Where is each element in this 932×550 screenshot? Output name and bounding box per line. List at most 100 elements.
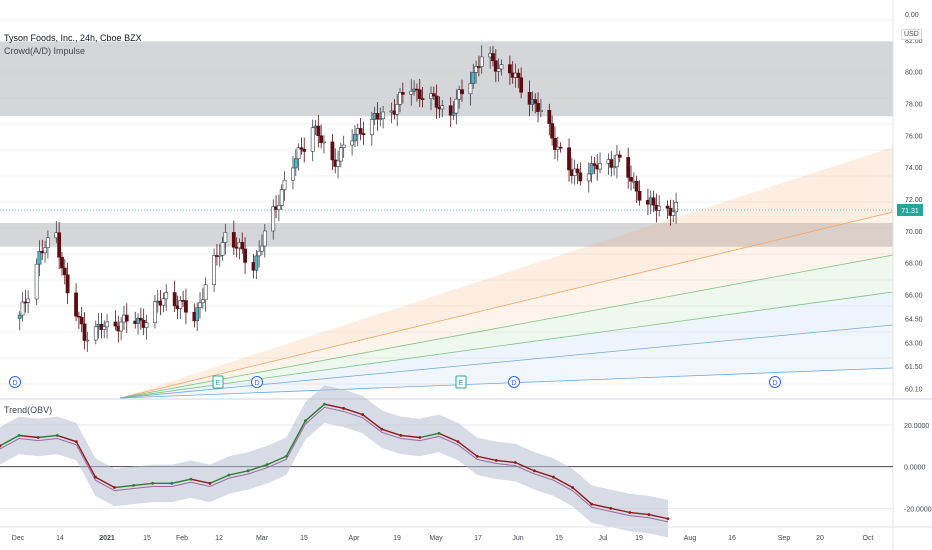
candle-down[interactable]	[243, 248, 247, 263]
candle-down[interactable]	[138, 318, 143, 321]
candle-up[interactable]	[45, 237, 50, 249]
candle-down[interactable]	[299, 147, 304, 150]
candle-up[interactable]	[161, 298, 166, 306]
candle-up[interactable]	[381, 111, 386, 119]
candle-down[interactable]	[65, 274, 70, 294]
candle-down[interactable]	[527, 91, 532, 105]
candle-up[interactable]	[612, 166, 617, 169]
candle-up[interactable]	[479, 56, 484, 67]
candle-down[interactable]	[634, 180, 639, 192]
candle-up[interactable]	[615, 154, 619, 168]
candle-down[interactable]	[434, 95, 439, 108]
candle-down[interactable]	[592, 163, 597, 166]
candle-up[interactable]	[353, 133, 357, 142]
candle-down[interactable]	[358, 128, 363, 134]
candle-up[interactable]	[136, 318, 140, 324]
candle-down[interactable]	[665, 205, 670, 209]
earnings-marker[interactable]	[212, 375, 224, 389]
candle-up[interactable]	[212, 255, 216, 286]
candle-up[interactable]	[451, 112, 456, 116]
candle-up[interactable]	[105, 321, 109, 328]
dividend-marker[interactable]	[508, 376, 520, 388]
candle-down[interactable]	[400, 92, 405, 95]
candle-down[interactable]	[609, 159, 614, 168]
candle-up[interactable]	[276, 205, 281, 210]
candle-down[interactable]	[629, 177, 633, 182]
candle-down[interactable]	[536, 103, 540, 112]
candle-up[interactable]	[336, 160, 340, 167]
candle-down[interactable]	[516, 72, 521, 79]
symbol-title[interactable]: Tyson Foods, Inc., 24h, Cboe BZX	[4, 33, 142, 43]
candle-up[interactable]	[217, 254, 222, 257]
candle-up[interactable]	[144, 322, 149, 328]
candle-up[interactable]	[34, 263, 39, 300]
candle-up[interactable]	[538, 110, 543, 112]
candle-up[interactable]	[378, 118, 383, 120]
candle-up[interactable]	[262, 230, 267, 247]
candle-down[interactable]	[57, 232, 62, 258]
candle-up[interactable]	[153, 301, 157, 324]
candle-up[interactable]	[474, 66, 478, 73]
candle-up[interactable]	[198, 302, 202, 309]
candle-down[interactable]	[420, 98, 425, 100]
candle-up[interactable]	[296, 147, 301, 160]
candle-up[interactable]	[260, 245, 264, 252]
candle-down[interactable]	[617, 154, 622, 158]
candle-up[interactable]	[369, 119, 374, 136]
candle-down[interactable]	[361, 133, 366, 136]
candle-down[interactable]	[637, 190, 642, 201]
candle-down[interactable]	[79, 316, 84, 325]
candle-up[interactable]	[496, 68, 501, 72]
candle-up[interactable]	[468, 83, 473, 95]
candle-up[interactable]	[338, 147, 343, 162]
candle-down[interactable]	[533, 99, 538, 104]
candle-down[interactable]	[319, 135, 324, 144]
candle-up[interactable]	[178, 300, 183, 309]
candle-up[interactable]	[254, 255, 259, 271]
candle-up[interactable]	[293, 158, 298, 169]
candle-up[interactable]	[282, 179, 287, 190]
candle-down[interactable]	[626, 157, 631, 178]
candle-up[interactable]	[322, 141, 326, 144]
candle-down[interactable]	[231, 232, 236, 248]
candle-down[interactable]	[553, 137, 557, 150]
candle-down[interactable]	[113, 321, 118, 327]
candle-down[interactable]	[330, 141, 335, 161]
candle-up[interactable]	[37, 250, 42, 265]
candle-up[interactable]	[457, 89, 462, 100]
candle-up[interactable]	[589, 163, 594, 175]
candle-down[interactable]	[575, 168, 580, 174]
candle-down[interactable]	[74, 292, 78, 317]
candle-up[interactable]	[43, 247, 47, 254]
candle-up[interactable]	[291, 167, 295, 181]
candle-up[interactable]	[395, 104, 400, 115]
candle-up[interactable]	[598, 163, 602, 170]
candle-up[interactable]	[220, 242, 225, 256]
candle-up[interactable]	[657, 205, 662, 211]
candle-down[interactable]	[493, 60, 498, 72]
candle-down[interactable]	[547, 110, 552, 124]
candle-up[interactable]	[203, 284, 208, 301]
candle-down[interactable]	[302, 149, 307, 152]
candle-down[interactable]	[417, 89, 422, 99]
candle-down[interactable]	[82, 323, 87, 341]
candle-up[interactable]	[310, 127, 315, 152]
candle-down[interactable]	[375, 113, 380, 120]
candle-down[interactable]	[550, 123, 555, 139]
candle-up[interactable]	[398, 92, 402, 105]
candle-up[interactable]	[20, 301, 25, 316]
candle-down[interactable]	[60, 256, 64, 269]
candle-down[interactable]	[507, 64, 512, 74]
candle-down[interactable]	[124, 314, 129, 322]
candle-down[interactable]	[316, 125, 321, 137]
candle-down[interactable]	[519, 77, 524, 93]
candle-up[interactable]	[26, 298, 31, 303]
candle-up[interactable]	[341, 144, 346, 148]
dividend-marker[interactable]	[769, 376, 781, 388]
candle-up[interactable]	[257, 250, 262, 257]
dividend-marker[interactable]	[9, 376, 21, 388]
candle-down[interactable]	[240, 242, 245, 250]
candle-down[interactable]	[558, 146, 563, 149]
